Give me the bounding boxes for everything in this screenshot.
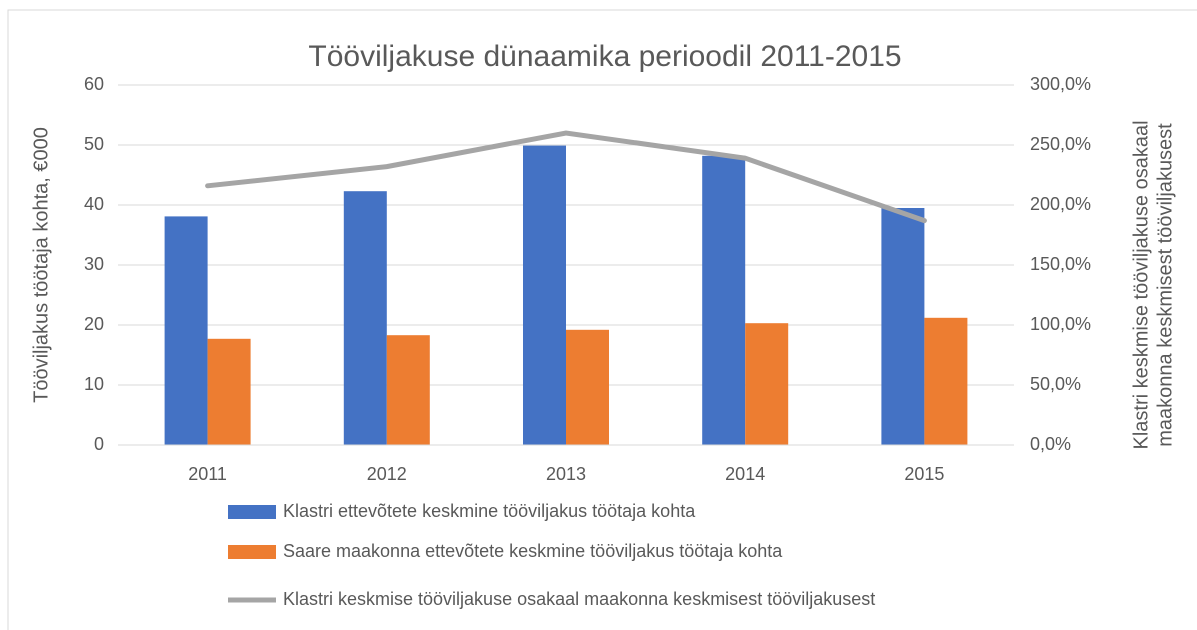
- bar: [386, 335, 430, 445]
- legend-label: Klastri keskmise tööviljakuse osakaal ma…: [283, 589, 875, 609]
- chart-title: Tööviljakuse dünaamika perioodil 2011-20…: [308, 40, 901, 73]
- legend-label: Klastri ettevõtete keskmine tööviljakus …: [283, 501, 696, 521]
- y2-tick-label: 250,0%: [1030, 134, 1091, 154]
- bar: [207, 338, 251, 445]
- y-tick-label: 10: [84, 374, 104, 394]
- y2-tick-label: 200,0%: [1030, 194, 1091, 214]
- y-tick-label: 20: [84, 314, 104, 334]
- x-tick-label: 2013: [546, 464, 586, 484]
- y2-tick-label: 300,0%: [1030, 74, 1091, 94]
- chart-frame: [7, 9, 1197, 630]
- x-tick-label: 2015: [904, 464, 944, 484]
- x-tick-label: 2011: [188, 464, 227, 484]
- y2-tick-label: 100,0%: [1030, 314, 1091, 334]
- y2-tick-label: 0,0%: [1030, 434, 1071, 454]
- y-tick-label: 30: [84, 254, 104, 274]
- bar: [924, 317, 968, 445]
- line-series: [205, 130, 927, 224]
- legend-label: Saare maakonna ettevõtete keskmine töövi…: [283, 541, 783, 561]
- y-axis-title: Tööviljakus töötaja kohta, €000: [30, 127, 52, 403]
- legend-swatch: [228, 505, 276, 519]
- y2-axis-title: maakonna keskmisest tööviljakusest: [1154, 123, 1176, 447]
- y-tick-label: 60: [84, 74, 104, 94]
- y2-tick-label: 150,0%: [1030, 254, 1091, 274]
- x-tick-label: 2012: [367, 464, 407, 484]
- bar: [343, 191, 387, 445]
- legend-swatch: [228, 545, 276, 559]
- y2-axis-title: Klastri keskmise tööviljakuse osakaal: [1130, 120, 1152, 449]
- bar: [745, 323, 789, 445]
- y2-tick-label: 50,0%: [1030, 374, 1081, 394]
- bar: [164, 216, 208, 445]
- bar: [566, 329, 609, 445]
- bar: [702, 155, 746, 446]
- bar: [881, 208, 925, 445]
- bar: [523, 145, 566, 445]
- y-tick-label: 50: [84, 134, 104, 154]
- y-tick-label: 0: [94, 434, 104, 454]
- x-tick-label: 2014: [725, 464, 765, 484]
- y-tick-label: 40: [84, 194, 104, 214]
